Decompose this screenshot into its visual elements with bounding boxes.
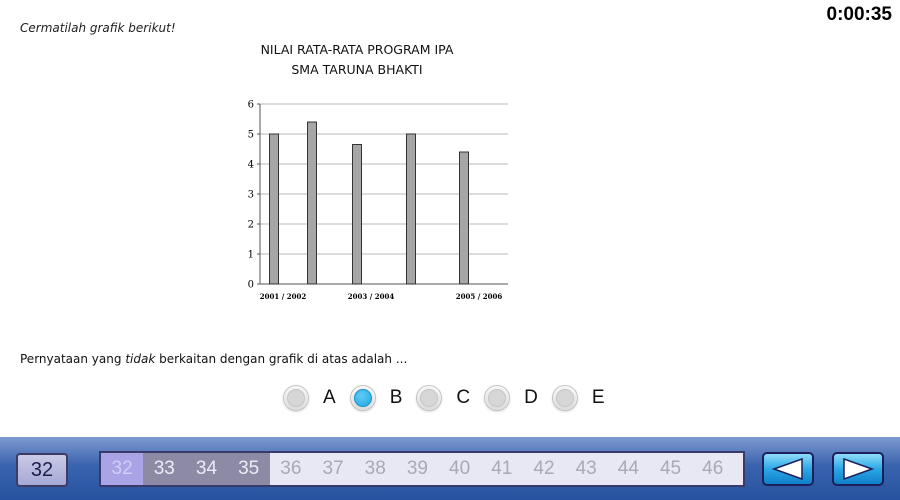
bar [406,133,416,285]
radio-button[interactable] [416,385,443,411]
question-number-46[interactable]: 46 [702,458,724,479]
y-tick-label: 3 [248,190,254,201]
question-number-41[interactable]: 41 [491,458,513,479]
question-after: berkaitan dengan grafik di atas adalah .… [155,352,408,366]
timer: 0:00:35 [826,4,893,25]
question-number-40[interactable]: 40 [449,458,471,479]
bar [269,133,279,285]
y-tick-label: 0 [248,280,254,291]
y-tick-label: 2 [248,220,254,231]
radio-button[interactable] [551,385,578,411]
x-tick-label: 2003 / 2004 [348,292,395,301]
chart-subtitle: SMA TARUNA BHAKTI [291,62,423,77]
chart-title-block: NILAI RATA-RATA PROGRAM IPA SMA TARUNA B… [222,40,492,80]
bottom-navigation-bar: 32 32 33 34 35 36 37 38 39 40 41 42 43 4… [0,437,900,500]
question-text: Pernyataan yang tidak berkaitan dengan g… [20,352,407,366]
left-arrow-icon [772,458,803,480]
question-number-34[interactable]: 34 [185,453,228,485]
question-number-36[interactable]: 36 [280,458,302,479]
chart-title: NILAI RATA-RATA PROGRAM IPA [260,42,454,57]
question-number-37[interactable]: 37 [322,458,344,479]
current-question-indicator: 32 [16,453,68,487]
question-before: Pernyataan yang [20,352,126,366]
option-d[interactable]: D [484,385,538,411]
question-number-32[interactable]: 32 [101,453,144,485]
question-emphasis: tidak [125,352,156,366]
bar [307,121,317,285]
bar [352,144,362,285]
radio-dot [488,389,507,407]
right-arrow-icon [843,458,874,480]
question-number-42[interactable]: 42 [533,458,555,479]
x-tick-label: 2001 / 2002 [260,292,307,301]
radio-button[interactable] [283,385,309,411]
radio-button[interactable] [349,385,376,411]
bar [459,151,469,285]
question-number-strip: 32 33 34 35 36 37 38 39 40 41 42 43 44 4… [99,451,745,487]
answer-options: A B C D E [283,385,619,411]
y-tick-label: 6 [248,100,254,111]
question-number-43[interactable]: 43 [575,458,597,479]
option-label: B [389,387,403,408]
radio-dot [353,389,372,407]
question-number-45[interactable]: 45 [659,458,682,479]
question-number-38[interactable]: 38 [364,458,386,479]
option-a[interactable]: A [283,385,336,411]
option-label: A [323,387,336,408]
option-label: E [591,387,605,408]
option-c[interactable]: C [416,385,470,411]
option-b[interactable]: B [349,385,403,411]
radio-dot [420,389,439,407]
question-number-39[interactable]: 39 [406,458,428,479]
y-tick-label: 1 [248,250,254,261]
y-tick-label: 4 [248,160,254,171]
option-label: C [456,387,471,408]
y-tick-label: 5 [248,130,254,141]
x-tick-label: 2005 / 2006 [456,292,503,301]
question-number-33[interactable]: 33 [143,453,186,485]
option-label: D [524,387,538,408]
radio-dot [555,389,574,407]
radio-button[interactable] [484,385,511,411]
next-button[interactable] [832,452,884,486]
instruction-text: Cermatilah grafik berikut! [20,21,176,35]
option-e[interactable]: E [551,385,605,411]
bar-chart: 0 1 2 3 4 5 6 2001 / 2002 2003 / 2004 2005 / 2006 [248,100,508,301]
radio-dot [287,389,305,407]
question-number-44[interactable]: 44 [617,458,639,479]
question-number-35[interactable]: 35 [227,453,270,485]
previous-button[interactable] [762,452,814,486]
